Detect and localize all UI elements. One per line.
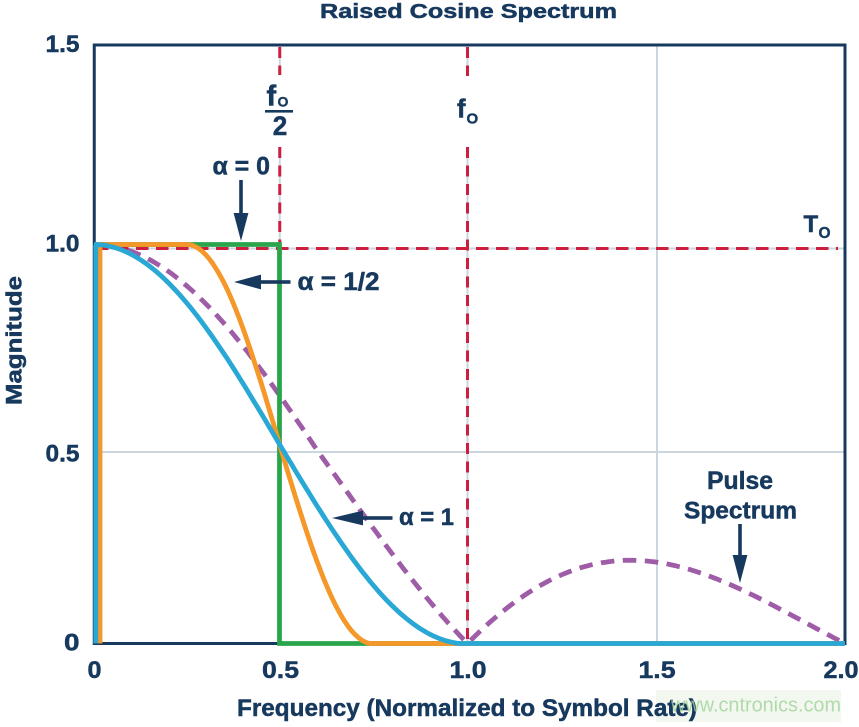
svg-text:O: O bbox=[467, 111, 479, 128]
svg-text:2.0: 2.0 bbox=[824, 657, 859, 684]
svg-text:www.cntronics.com: www.cntronics.com bbox=[670, 695, 841, 717]
svg-text:1.5: 1.5 bbox=[46, 31, 80, 58]
svg-text:Spectrum: Spectrum bbox=[684, 498, 797, 525]
svg-text:f: f bbox=[267, 81, 277, 113]
svg-text:Raised Cosine Spectrum: Raised Cosine Spectrum bbox=[320, 0, 617, 23]
svg-text:2: 2 bbox=[273, 111, 288, 141]
svg-text:1.0: 1.0 bbox=[46, 231, 80, 258]
svg-text:Frequency (Normalized to Symbo: Frequency (Normalized to Symbol Rate) bbox=[237, 695, 697, 722]
svg-text:α = 0: α = 0 bbox=[212, 152, 270, 180]
svg-text:1.5: 1.5 bbox=[639, 657, 676, 684]
svg-text:f: f bbox=[457, 96, 466, 124]
svg-text:T: T bbox=[804, 211, 819, 238]
svg-text:0: 0 bbox=[64, 629, 80, 656]
svg-text:1.0: 1.0 bbox=[450, 657, 487, 684]
svg-text:0.5: 0.5 bbox=[46, 441, 80, 468]
svg-text:O: O bbox=[819, 225, 831, 242]
svg-text:α = 1/2: α = 1/2 bbox=[298, 268, 380, 296]
svg-text:Magnitude: Magnitude bbox=[2, 276, 27, 405]
svg-text:α = 1: α = 1 bbox=[399, 504, 454, 531]
svg-text:O: O bbox=[278, 94, 289, 110]
svg-text:0.5: 0.5 bbox=[262, 657, 299, 684]
svg-text:0: 0 bbox=[88, 657, 102, 684]
svg-text:Pulse: Pulse bbox=[707, 467, 773, 495]
